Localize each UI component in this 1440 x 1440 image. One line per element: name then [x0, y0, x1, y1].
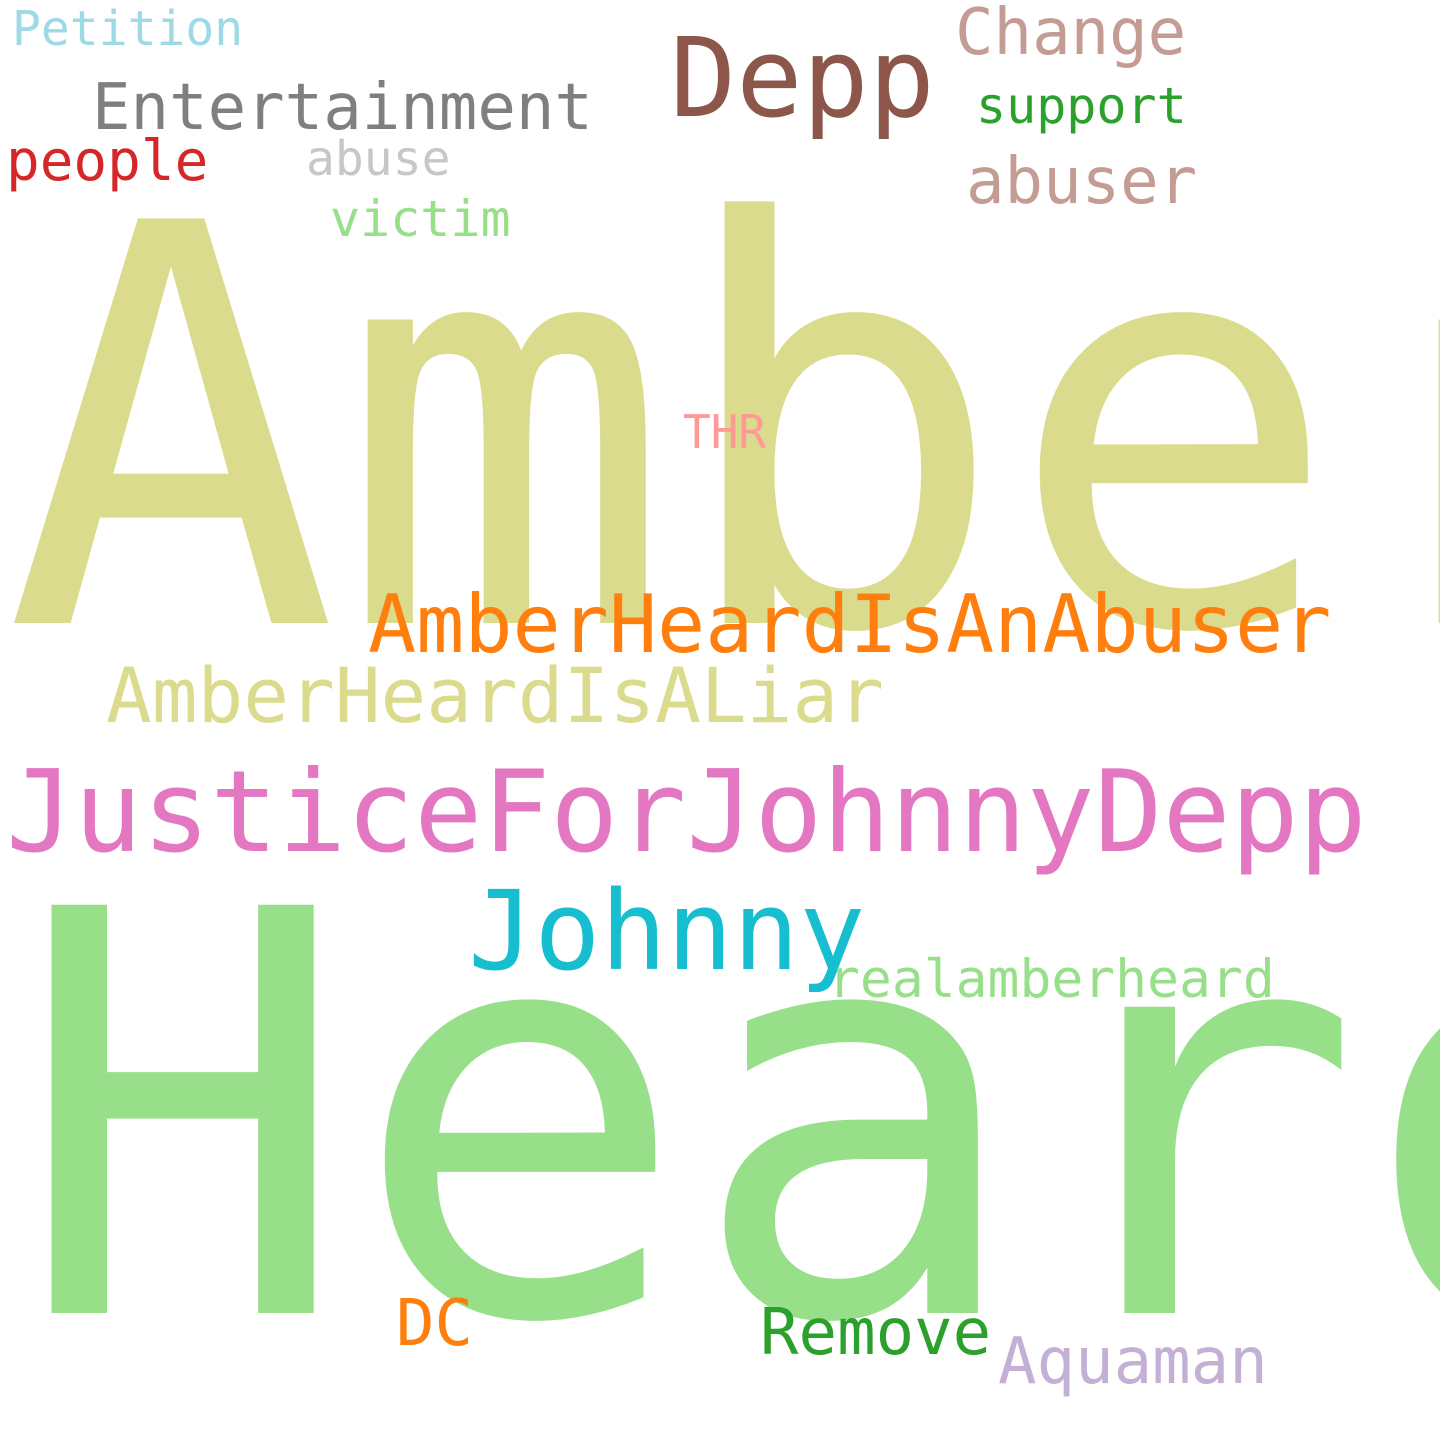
- word-remove: Remove: [760, 1296, 992, 1370]
- word-heard: Heard: [14, 794, 1440, 1440]
- word-amber-heard-is-a-liar: AmberHeardIsALiar: [106, 651, 884, 740]
- word-justice-for-johnny-depp: JusticeForJohnnyDepp: [6, 746, 1367, 878]
- word-amber-heard-is-an-abuser: AmberHeardIsAnAbuser: [368, 578, 1332, 671]
- word-abuser: abuser: [966, 145, 1198, 219]
- word-people: people: [6, 129, 209, 194]
- word-dc: DC: [396, 1287, 474, 1361]
- word-victim: victim: [330, 190, 511, 248]
- word-depp: Depp: [670, 14, 935, 142]
- word-amber: Amber: [4, 108, 1440, 754]
- word-support: support: [976, 77, 1187, 135]
- word-thr: THR: [683, 405, 767, 459]
- word-change: Change: [955, 0, 1187, 70]
- word-realamberheard: realamberheard: [828, 949, 1275, 1010]
- word-entertainment: Entertainment: [92, 71, 593, 145]
- word-johnny: Johnny: [468, 867, 866, 995]
- word-aquaman: Aquaman: [998, 1325, 1268, 1399]
- word-petition: Petition: [12, 1, 244, 57]
- word-abuse: abuse: [306, 131, 451, 187]
